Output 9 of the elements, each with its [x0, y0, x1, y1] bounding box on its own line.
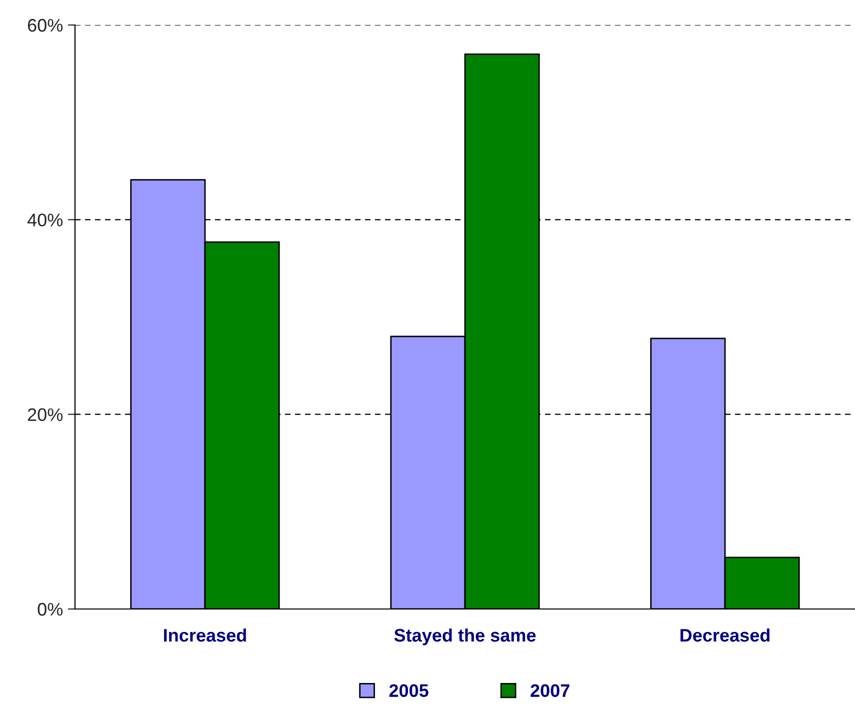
y-tick-label: 20% — [28, 408, 63, 422]
x-tick-label: Increased — [164, 628, 246, 642]
y-tick-label: 60% — [28, 18, 63, 32]
x-tick-label: Stayed the same — [394, 628, 536, 646]
legend-label: 2005 — [389, 684, 428, 698]
legend-label: 2007 — [530, 684, 570, 698]
x-tick-label: Decreased — [680, 628, 770, 642]
y-tick-label: 40% — [27, 214, 63, 226]
y-tick-label: 0% — [38, 602, 63, 616]
